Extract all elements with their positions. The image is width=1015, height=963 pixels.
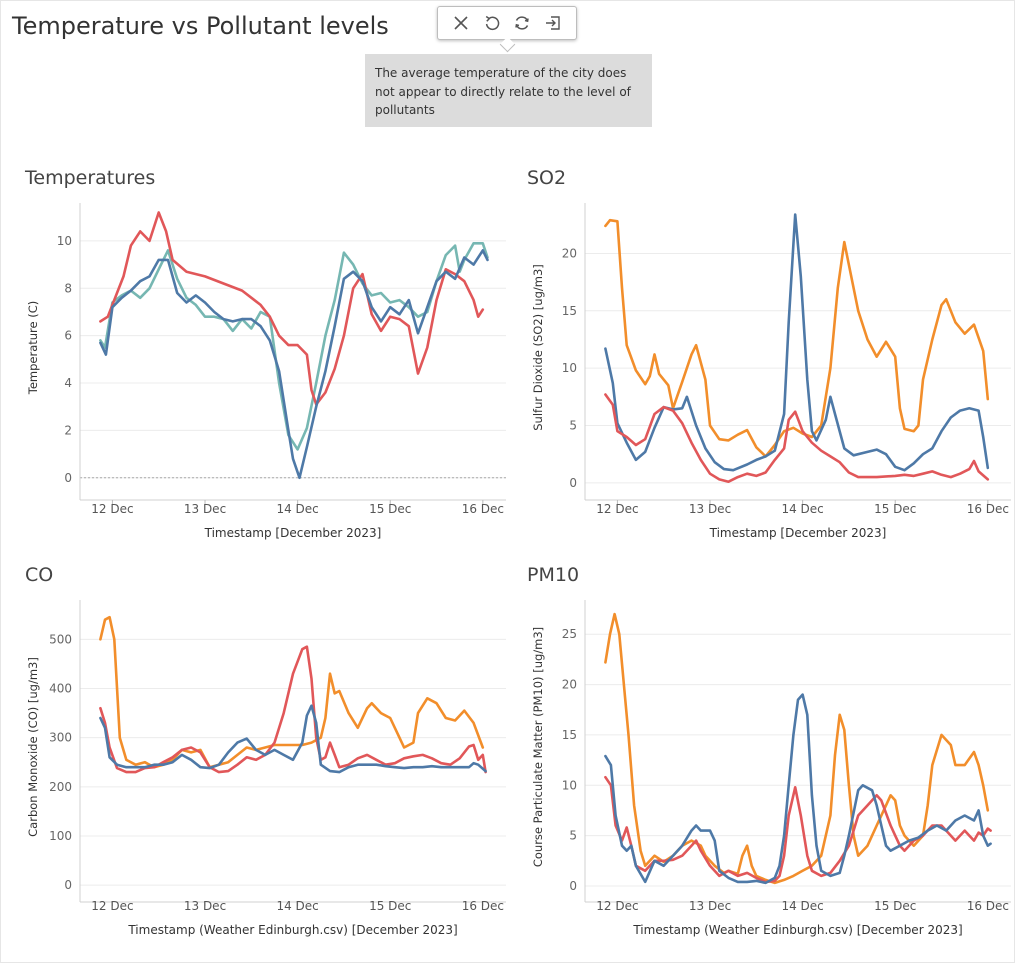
series-line-1 xyxy=(604,218,990,458)
x-axis-label: Timestamp [December 2023] xyxy=(709,526,887,540)
refresh-button[interactable] xyxy=(510,11,534,35)
x-tick-label: 13 Dec xyxy=(689,899,731,913)
y-tick-label: 0 xyxy=(569,476,577,490)
chart-title: SO2 xyxy=(527,167,567,189)
chart-title: PM10 xyxy=(527,564,580,586)
x-axis-label: Timestamp (Weather Edinburgh.csv) [Decem… xyxy=(127,923,457,937)
y-axis-label: Sulfur Dioxide (SO2) [ug/m3] xyxy=(531,264,545,431)
y-axis-label: Course Particulate Matter (PM10) [ug/m3] xyxy=(531,627,545,867)
series-line-2 xyxy=(99,645,487,774)
y-tick-label: 0 xyxy=(64,878,72,892)
y-axis-label: Temperature (C) xyxy=(26,301,40,396)
series-line-3 xyxy=(99,249,489,480)
x-tick-label: 14 Dec xyxy=(276,502,318,516)
x-tick-label: 13 Dec xyxy=(689,502,731,516)
x-tick-label: 12 Dec xyxy=(596,899,638,913)
y-tick-label: 0 xyxy=(64,471,72,485)
y-tick-label: 6 xyxy=(64,329,72,343)
y-tick-label: 100 xyxy=(49,829,72,843)
annotation-text: The average temperature of the city does… xyxy=(365,54,652,127)
y-tick-label: 10 xyxy=(562,778,577,792)
y-tick-label: 300 xyxy=(49,731,72,745)
y-tick-label: 15 xyxy=(562,728,577,742)
undo-button[interactable] xyxy=(480,11,504,35)
chart-title: CO xyxy=(25,564,54,586)
y-tick-label: 25 xyxy=(562,627,577,641)
undo-icon xyxy=(485,15,500,31)
series-line-3 xyxy=(604,393,990,483)
pm10-chart: PM10 0 5 10 15 20 25 12 Dec 13 Dec 14 Dec 15 Dec 1… xyxy=(505,557,1015,947)
y-tick-label: 200 xyxy=(49,780,72,794)
y-tick-label: 8 xyxy=(64,281,72,295)
refresh-icon xyxy=(515,16,529,30)
temperatures-chart: Temperatures 0 2 4 6 8 10 12 Dec 13 Dec 14 Dec 15… xyxy=(0,160,510,545)
y-tick-label: 2 xyxy=(64,423,72,437)
x-tick-label: 13 Dec xyxy=(184,502,226,516)
y-tick-label: 15 xyxy=(562,304,577,318)
y-tick-label: 5 xyxy=(569,829,577,843)
y-tick-label: 20 xyxy=(562,678,577,692)
series-line-1 xyxy=(604,612,990,885)
close-icon xyxy=(454,16,468,30)
pm10-plot: 0 5 10 15 20 25 12 Dec 13 Dec 14 Dec 15 Dec 16 Dec… xyxy=(531,600,1011,937)
so2-plot: 0 5 10 15 20 12 Dec 13 Dec 14 Dec 15 Dec 16 Dec Ti… xyxy=(531,203,1011,540)
x-tick-label: 14 Dec xyxy=(781,502,823,516)
x-tick-label: 14 Dec xyxy=(781,899,823,913)
y-axis-label: Carbon Monoxide (CO) [ug/m3] xyxy=(26,657,40,837)
chart-title: Temperatures xyxy=(25,167,156,189)
x-tick-label: 12 Dec xyxy=(91,899,133,913)
temperatures-plot: 0 2 4 6 8 10 12 Dec 13 Dec 14 Dec 15 Dec 16 Dec Tim… xyxy=(26,203,506,540)
x-axis-label: Timestamp (Weather Edinburgh.csv) [Decem… xyxy=(632,923,962,937)
y-tick-label: 10 xyxy=(57,234,72,248)
y-tick-label: 500 xyxy=(49,632,72,646)
x-tick-label: 16 Dec xyxy=(462,502,504,516)
x-tick-label: 16 Dec xyxy=(462,899,504,913)
exit-button[interactable] xyxy=(541,11,565,35)
x-tick-label: 12 Dec xyxy=(596,502,638,516)
y-tick-label: 4 xyxy=(64,376,72,390)
x-tick-label: 14 Dec xyxy=(276,899,318,913)
y-tick-label: 400 xyxy=(49,681,72,695)
co-plot: 0 100 200 300 400 500 12 Dec 13 Dec 14 Dec 15 Dec… xyxy=(26,600,506,937)
x-tick-label: 16 Dec xyxy=(967,502,1009,516)
series-line-3 xyxy=(604,693,992,885)
y-tick-label: 5 xyxy=(569,418,577,432)
so2-chart: SO2 0 5 10 15 20 12 Dec 13 Dec 14 Dec 15 Dec 16 D… xyxy=(505,160,1015,545)
series-line-3 xyxy=(99,704,487,774)
close-button[interactable] xyxy=(449,11,473,35)
y-tick-label: 10 xyxy=(562,361,577,375)
x-tick-label: 13 Dec xyxy=(184,899,226,913)
co-chart: CO 0 100 200 300 400 500 12 Dec 13 Dec 14 Dec 15 … xyxy=(0,557,510,947)
series-line-2 xyxy=(99,211,485,406)
annotation-toolbar xyxy=(437,6,577,40)
y-tick-label: 20 xyxy=(562,246,577,260)
x-tick-label: 12 Dec xyxy=(91,502,133,516)
x-tick-label: 15 Dec xyxy=(369,899,411,913)
x-tick-label: 16 Dec xyxy=(967,899,1009,913)
y-tick-label: 0 xyxy=(569,879,577,893)
exit-icon xyxy=(545,16,560,30)
x-axis-label: Timestamp [December 2023] xyxy=(204,526,382,540)
x-tick-label: 15 Dec xyxy=(369,502,411,516)
x-tick-label: 15 Dec xyxy=(874,899,916,913)
page-title: Temperature vs Pollutant levels xyxy=(12,12,389,40)
series-line-2 xyxy=(604,775,992,884)
x-tick-label: 15 Dec xyxy=(874,502,916,516)
